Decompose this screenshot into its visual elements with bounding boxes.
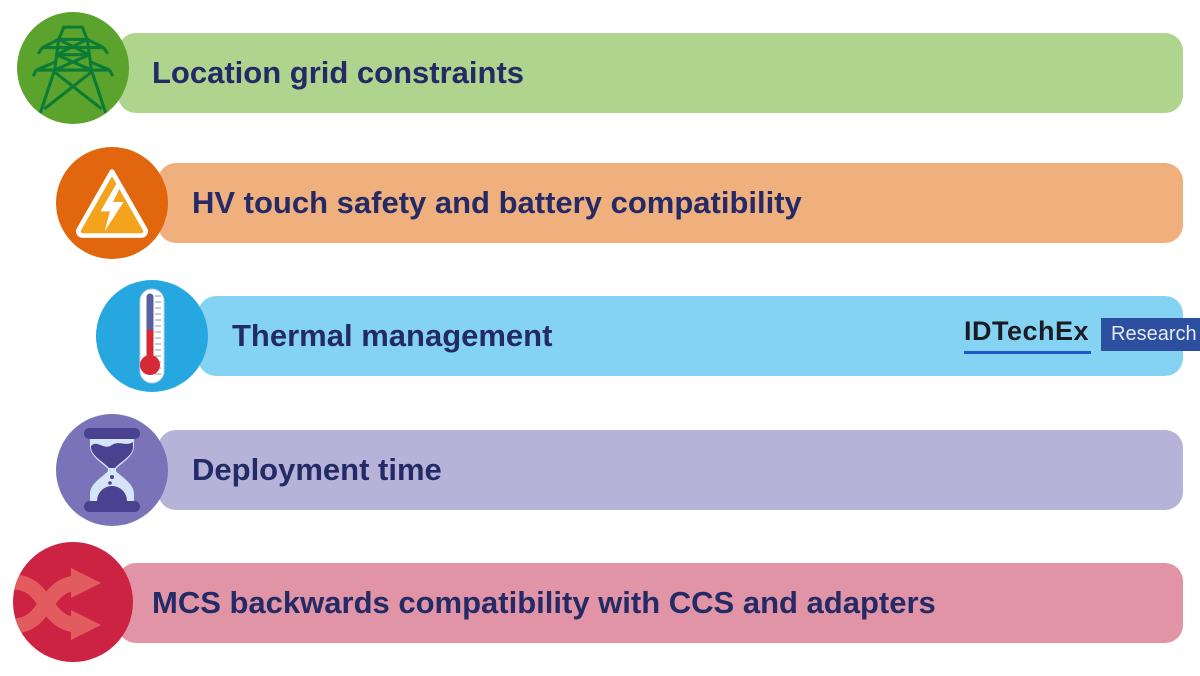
icon-badge-orange [56,147,168,259]
idtechex-wordmark: IDTechEx [964,316,1092,354]
research-badge: Research [1101,318,1200,351]
row-label: Thermal management [232,318,553,353]
row-bar-green: Location grid constraints [118,33,1183,113]
transmission-tower-icon [32,25,114,114]
row-label: MCS backwards compatibility with CCS and… [152,585,936,620]
row-label: Deployment time [192,452,442,487]
row-label: Location grid constraints [152,55,525,90]
row-bar-orange: HV touch safety and battery compatibilit… [158,163,1183,243]
thermometer-icon [139,288,165,384]
icon-badge-green [17,12,129,124]
row-bar-purple: Deployment time [158,430,1183,510]
shuffle-arrows-icon [13,568,101,640]
row-bar-red: MCS backwards compatibility with CCS and… [118,563,1183,643]
high-voltage-warning-icon [76,169,148,238]
row-label: HV touch safety and battery compatibilit… [192,185,802,220]
icon-badge-purple [56,414,168,526]
icon-badge-red [13,542,133,662]
hourglass-icon [84,428,140,512]
idtechex-logo: IDTechEx Research [964,316,1200,354]
icon-badge-blue [96,280,208,392]
